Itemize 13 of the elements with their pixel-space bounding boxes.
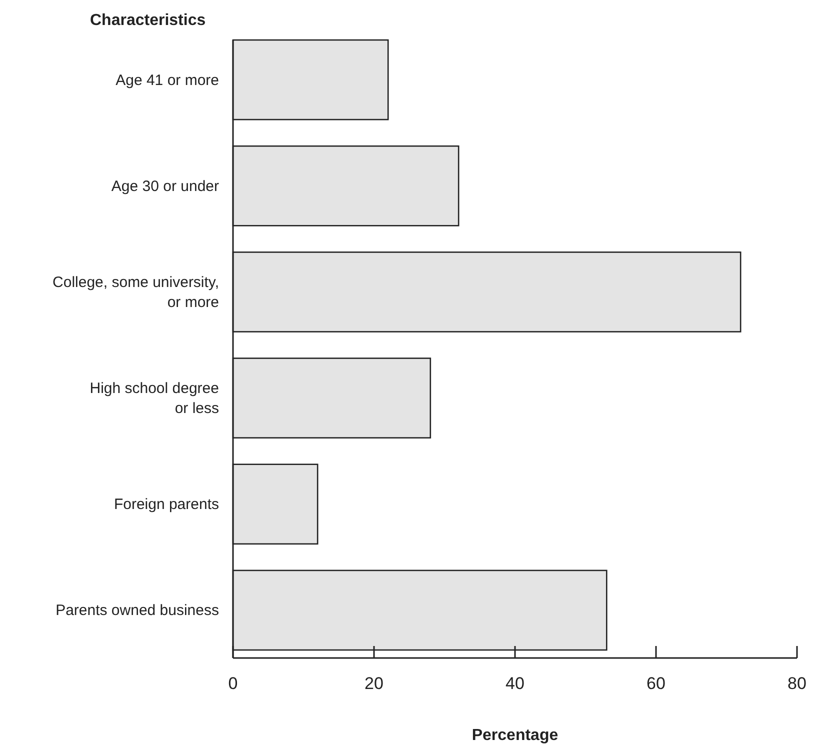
y-tick-label: Parents owned business	[56, 602, 219, 620]
x-tick-label: 20	[364, 674, 384, 693]
x-tick-label: 80	[788, 674, 806, 693]
y-tick-label: High school degree or less	[90, 380, 219, 418]
y-tick-label: College, some university, or more	[52, 274, 219, 311]
y-tick-label: Age 41 or more	[116, 72, 219, 89]
x-axis-title: Percentage	[472, 727, 558, 744]
x-tick-label: 0	[228, 674, 238, 693]
y-tick-label: Age 30 or under	[111, 178, 220, 195]
y-axis-title: Characteristics	[90, 12, 206, 29]
x-tick-label: 40	[506, 674, 524, 693]
y-tick-label: Foreign parents	[114, 496, 219, 514]
x-tick-label: 60	[646, 674, 666, 693]
